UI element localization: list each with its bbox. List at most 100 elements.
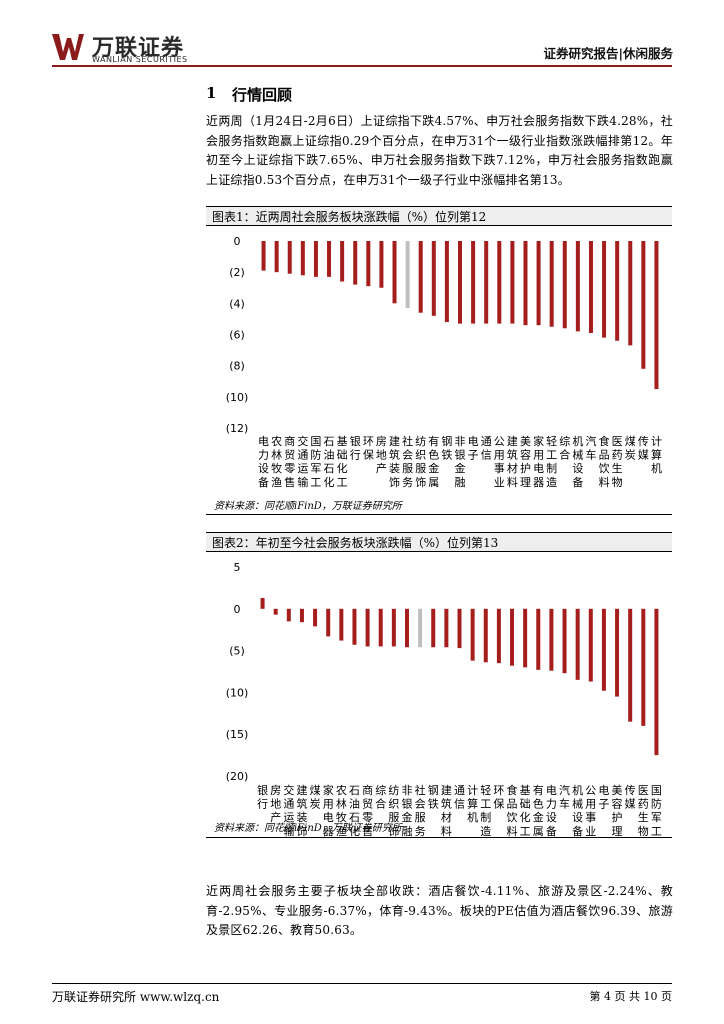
- bar: [326, 608, 331, 637]
- category-label: 服: [415, 462, 426, 475]
- category-label: 工: [520, 825, 531, 838]
- category-label: 铁: [441, 449, 452, 462]
- category-label: 务: [415, 825, 426, 838]
- bar: [510, 241, 515, 324]
- y-tick-label: (10): [226, 391, 249, 404]
- category-label: 传: [625, 784, 636, 797]
- bar: [484, 241, 489, 324]
- category-label: 算: [467, 797, 478, 811]
- category-label: 轻: [480, 783, 491, 797]
- logo-mark: [52, 34, 84, 60]
- bar: [444, 608, 449, 648]
- footer-divider: [52, 983, 672, 984]
- category-label: 饰: [296, 824, 307, 838]
- logo-subtext: WANLIAN SECURITIES: [92, 55, 188, 64]
- category-label: 力: [546, 798, 557, 811]
- bar: [327, 241, 332, 277]
- category-label: 运: [297, 462, 308, 475]
- category-label: 轻: [546, 434, 557, 448]
- category-label: 生: [638, 810, 649, 824]
- category-label: 商: [284, 434, 295, 448]
- category-label: 饰: [415, 475, 426, 489]
- category-label: 饮: [599, 462, 610, 475]
- figure2-source: 资料来源：同花顺iFinD，万联证券研究所: [214, 823, 402, 834]
- category-label: 贸: [284, 449, 295, 462]
- category-label: 非: [401, 784, 412, 797]
- bar: [378, 608, 383, 647]
- category-label: 料: [507, 475, 518, 489]
- category-label: 煤: [625, 435, 636, 448]
- category-label: 生: [612, 461, 623, 475]
- category-label: 交: [297, 434, 308, 448]
- category-label: 牧: [336, 810, 347, 824]
- category-label: 料: [599, 475, 610, 489]
- category-label: 有: [428, 434, 439, 448]
- category-label: 金: [401, 810, 412, 824]
- category-label: 炭: [625, 449, 636, 462]
- category-label: 物: [612, 475, 623, 489]
- bar: [260, 597, 265, 609]
- category-label: 材: [507, 461, 518, 475]
- category-label: 工: [337, 476, 348, 489]
- category-label: 筑: [296, 797, 307, 811]
- category-label: 融: [455, 476, 466, 489]
- bar: [549, 608, 554, 671]
- category-label: 公: [494, 435, 505, 448]
- category-label: 社: [415, 783, 426, 797]
- category-label: 机: [651, 461, 662, 475]
- category-label: 油: [324, 448, 335, 462]
- category-label: 产: [270, 810, 281, 824]
- bar: [562, 608, 567, 674]
- category-label: 备: [572, 824, 583, 838]
- bar: [431, 608, 436, 648]
- category-label: 保: [363, 448, 374, 462]
- category-label: 计: [651, 435, 662, 448]
- category-label: 用: [585, 798, 596, 811]
- y-tick-label: 5: [234, 561, 241, 574]
- category-label: 药: [638, 798, 649, 811]
- category-label: 房: [376, 435, 387, 448]
- category-label: 织: [415, 449, 426, 462]
- category-label: 会: [402, 449, 413, 462]
- category-label: 零: [284, 462, 295, 475]
- bar: [339, 608, 344, 641]
- figure1-source: 资料来源：同花顺iFinD，万联证券研究所: [214, 501, 402, 512]
- header-divider: [52, 65, 672, 67]
- category-label: 牧: [271, 461, 282, 475]
- category-label: 电: [546, 784, 557, 797]
- category-label: 渔: [336, 825, 347, 838]
- bar: [340, 241, 345, 282]
- category-label: 事: [494, 462, 505, 475]
- category-label: 石: [349, 784, 360, 797]
- bar: [458, 241, 462, 324]
- figure1-caption: 图表1：近两周社会服务板块涨跌幅（%）位列第12: [206, 206, 672, 226]
- category-label: 综: [559, 434, 570, 448]
- category-label: 业: [494, 476, 505, 489]
- category-label: 防: [310, 448, 321, 462]
- category-label: 建: [441, 783, 452, 797]
- y-tick-label: (2): [229, 266, 245, 279]
- bar: [615, 608, 620, 697]
- category-label: 银: [350, 434, 361, 448]
- bar: [615, 241, 620, 341]
- category-label: 通: [454, 784, 465, 797]
- category-label: 融: [401, 825, 412, 838]
- category-label: 通: [283, 798, 294, 811]
- category-label: 工: [310, 476, 321, 489]
- category-label: 化: [337, 461, 348, 475]
- category-label: 用: [494, 449, 505, 462]
- category-label: 设: [572, 462, 583, 475]
- category-label: 制: [546, 462, 557, 475]
- bar: [588, 241, 593, 333]
- bar: [352, 608, 357, 645]
- category-label: 合: [375, 797, 386, 811]
- bar: [431, 241, 436, 316]
- category-label: 饰: [389, 475, 400, 489]
- category-label: 钢: [428, 784, 439, 797]
- category-label: 军: [651, 811, 662, 824]
- category-label: 药: [612, 449, 623, 462]
- category-label: 基: [520, 784, 531, 797]
- category-label: 林: [271, 448, 282, 462]
- category-label: 非: [455, 435, 466, 448]
